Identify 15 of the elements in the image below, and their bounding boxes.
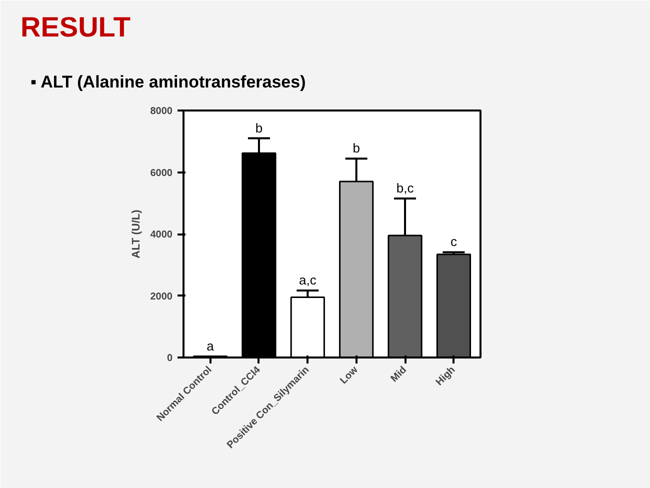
y-tick-label: 8000 [150,106,173,117]
chart-title: RESULT [20,12,130,42]
annotation: a [206,338,215,354]
y-tick-label: 6000 [150,168,173,179]
annotation: a,c [298,272,317,288]
annotation: b,c [396,180,414,196]
annotation: b [255,120,263,136]
x-tick-label: Mid [388,364,409,385]
annotation: c [450,234,458,250]
chart-subtitle: ▪ ALT (Alanine aminotransferases) [30,72,306,92]
y-tick-label: 2000 [150,291,173,302]
annotation: b [352,140,360,156]
y-tick-label: 4000 [150,230,173,240]
y-axis-title: ALT (U/L) [130,209,142,258]
y-tick-label: 0 [166,353,173,364]
